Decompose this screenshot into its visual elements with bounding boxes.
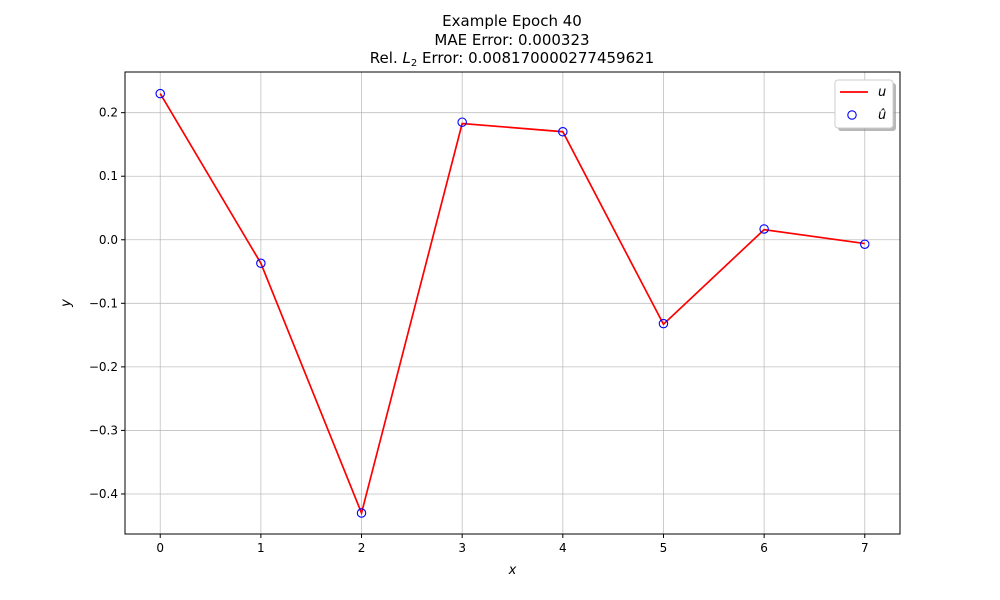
legend-circle-marker (847, 110, 857, 120)
y-tick-label: −0.1 (89, 296, 118, 310)
series-layer (155, 88, 870, 518)
title-rel-prefix: Rel. (370, 49, 403, 67)
chart-title: Example Epoch 40 MAE Error: 0.000323 Rel… (370, 12, 654, 69)
x-tick-label: 2 (358, 541, 366, 555)
x-tick-label: 1 (257, 541, 265, 555)
x-tick-label: 6 (760, 541, 768, 555)
series-point-u-hat (860, 239, 870, 249)
y-tick-label: 0.0 (99, 233, 118, 247)
x-tick-label: 4 (559, 541, 567, 555)
y-axis-label: y (59, 299, 74, 308)
title-line-epoch: Example Epoch 40 (442, 12, 582, 30)
y-tick-label: 0.1 (99, 169, 118, 183)
title-math-l: L (402, 49, 410, 67)
series-point-u-hat (759, 224, 769, 234)
x-tick-label: 7 (861, 541, 869, 555)
y-axis-ticks: −0.4 −0.3 −0.2 −0.1 0.0 0.1 0.2 (89, 106, 125, 501)
series-point-u-hat (558, 126, 568, 137)
series-point-u-hat (658, 318, 669, 329)
y-tick-label: −0.4 (89, 487, 118, 501)
series-line-u (159, 93, 865, 516)
legend: uû (834, 79, 896, 131)
title-rel-suffix: Error: 0.00817000027745962​1 (417, 49, 654, 67)
series-point-u-hat (155, 88, 165, 99)
series-point-u-hat (256, 258, 266, 269)
x-tick-label: 0 (156, 541, 164, 555)
series-point-u-hat (356, 508, 367, 518)
title-line-rel-l2: Rel. L2 Error: 0.00817000027745962​1 (370, 49, 654, 69)
title-math-sub: 2 (411, 58, 417, 69)
x-axis-label: x (508, 563, 517, 578)
y-tick-label: −0.2 (89, 360, 118, 374)
series-point-u-hat (457, 117, 467, 127)
y-tick-label: 0.2 (99, 106, 118, 120)
y-tick-label: −0.3 (89, 423, 118, 437)
legend-label-u: u (878, 85, 886, 100)
grid (125, 72, 900, 534)
x-tick-label: 5 (660, 541, 668, 555)
x-tick-label: 3 (458, 541, 466, 555)
x-axis-ticks: 0 1 2 3 4 5 6 7 (156, 534, 869, 555)
title-line-mae: MAE Error: 0.000323 (434, 31, 589, 49)
legend-label-u-hat: û (878, 108, 886, 123)
